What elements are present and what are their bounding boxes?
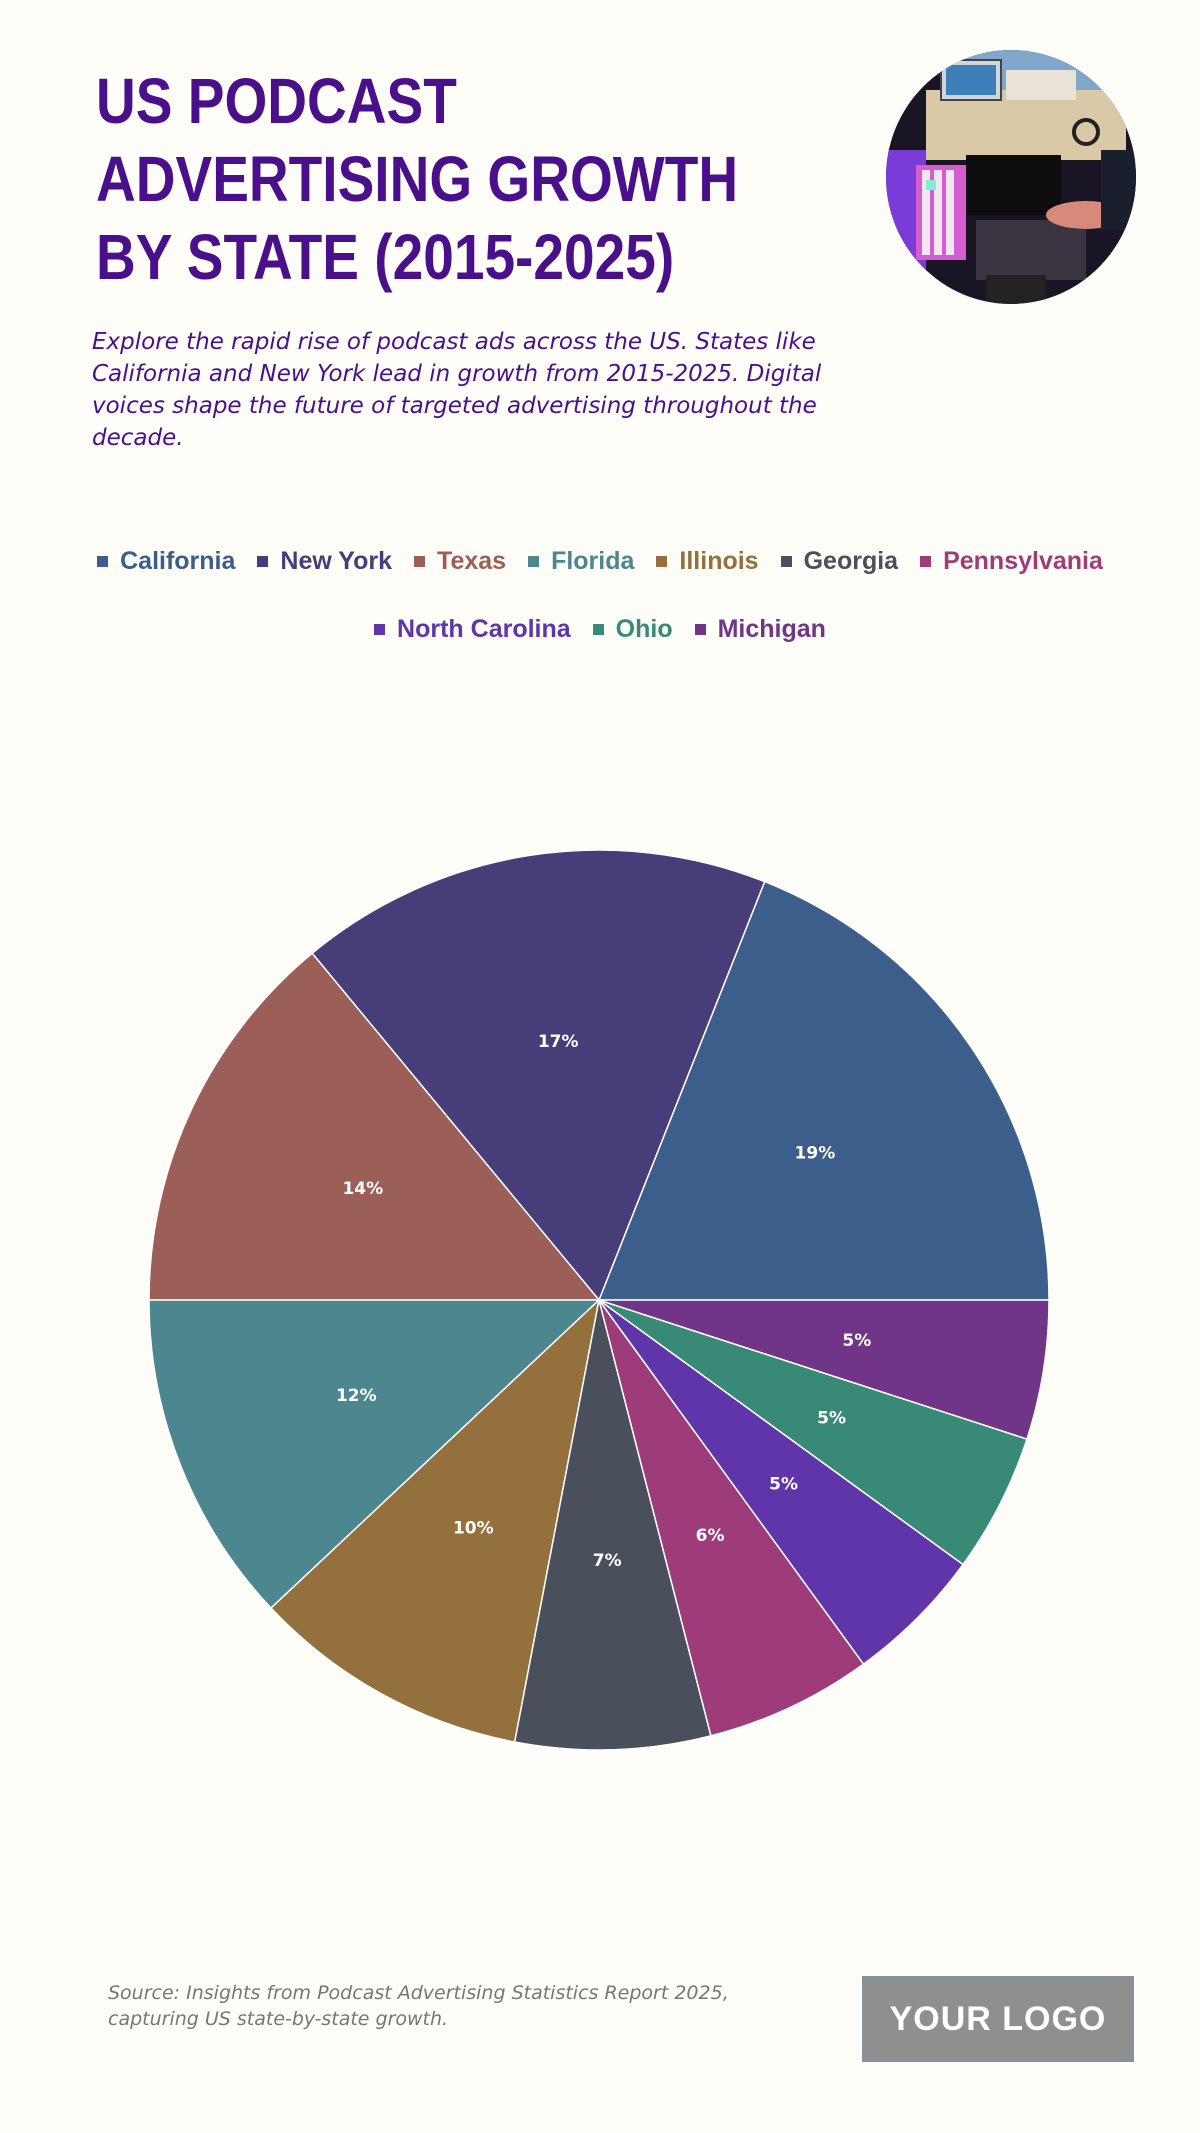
legend-label: North Carolina: [397, 615, 571, 643]
legend-swatch: [257, 555, 269, 567]
legend-swatch: [414, 555, 426, 567]
legend-label: Pennsylvania: [943, 547, 1103, 575]
pie-data-label: 7%: [593, 1551, 622, 1571]
legend-item-texas: Texas: [414, 540, 506, 582]
pie-data-label: 14%: [342, 1179, 383, 1199]
logo-placeholder: YOUR LOGO: [862, 1976, 1134, 2062]
legend-swatch: [374, 623, 386, 635]
page-subtitle: Explore the rapid rise of podcast ads ac…: [92, 329, 822, 451]
pie-slice-florida: [148, 1299, 601, 1610]
page-title: US PODCAST ADVERTISING GROWTH BY STATE (…: [96, 65, 739, 293]
legend-item-new-york: New York: [257, 540, 392, 582]
legend-swatch: [694, 623, 706, 635]
pie-data-label: 12%: [336, 1386, 377, 1406]
pie-data-label: 17%: [538, 1032, 579, 1052]
pie-slice-new-york: [311, 849, 766, 1302]
legend-swatch: [656, 555, 668, 567]
source-note: Source: Insights from Podcast Advertisin…: [108, 1982, 729, 2030]
legend-item-michigan: Michigan: [694, 608, 826, 650]
legend-label: Florida: [551, 547, 635, 575]
pie-slice-michigan: [598, 1299, 1050, 1441]
pie-slice-california: [597, 880, 1050, 1301]
pie-data-label: 5%: [842, 1331, 871, 1351]
pie-data-label: 5%: [817, 1409, 846, 1429]
legend-swatch: [97, 555, 109, 567]
pie-slice-pennsylvania: [598, 1299, 865, 1737]
legend-item-california: California: [97, 540, 235, 582]
legend-item-illinois: Illinois: [656, 540, 759, 582]
legend-label: New York: [280, 547, 393, 575]
studio-desk-illustration: [886, 50, 1136, 304]
legend-label: Michigan: [717, 615, 826, 643]
legend-item-georgia: Georgia: [780, 540, 899, 582]
legend-label: Texas: [437, 547, 507, 575]
legend-label: California: [120, 547, 236, 575]
pie-chart: 19% 17% 14% 12% 10% 7% 6% 5% 5% 5%: [148, 849, 1050, 1751]
pie-slice-texas: [148, 952, 601, 1301]
chart-legend: California New York Texas Florida Illinois Ge…: [30, 540, 1170, 650]
pie-slice-illinois: [269, 1297, 601, 1743]
podcast-studio-photo: [886, 50, 1136, 304]
legend-swatch: [920, 555, 932, 567]
pie-data-label: 10%: [453, 1519, 494, 1539]
pie-data-label: 5%: [769, 1475, 798, 1495]
legend-swatch: [528, 555, 540, 567]
pie-slice-georgia: [513, 1299, 712, 1751]
pie-data-label: 19%: [795, 1143, 836, 1163]
legend-item-ohio: Ohio: [592, 608, 673, 650]
legend-item-north-carolina: North Carolina: [374, 608, 571, 650]
legend-label: Ohio: [615, 615, 673, 643]
legend-swatch: [780, 555, 792, 567]
legend-swatch: [592, 623, 604, 635]
legend-label: Georgia: [803, 547, 899, 575]
legend-item-florida: Florida: [528, 540, 634, 582]
pie-data-label: 6%: [696, 1526, 725, 1546]
legend-label: Illinois: [679, 547, 759, 575]
legend-item-pennsylvania: Pennsylvania: [920, 540, 1103, 582]
